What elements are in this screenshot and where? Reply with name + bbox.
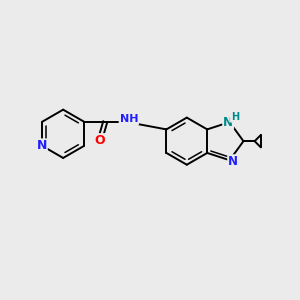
Text: N: N [228, 155, 238, 168]
Text: H: H [231, 112, 239, 122]
Text: N: N [37, 140, 47, 152]
Text: O: O [94, 134, 105, 147]
Text: NH: NH [120, 114, 138, 124]
Text: N: N [223, 116, 233, 129]
